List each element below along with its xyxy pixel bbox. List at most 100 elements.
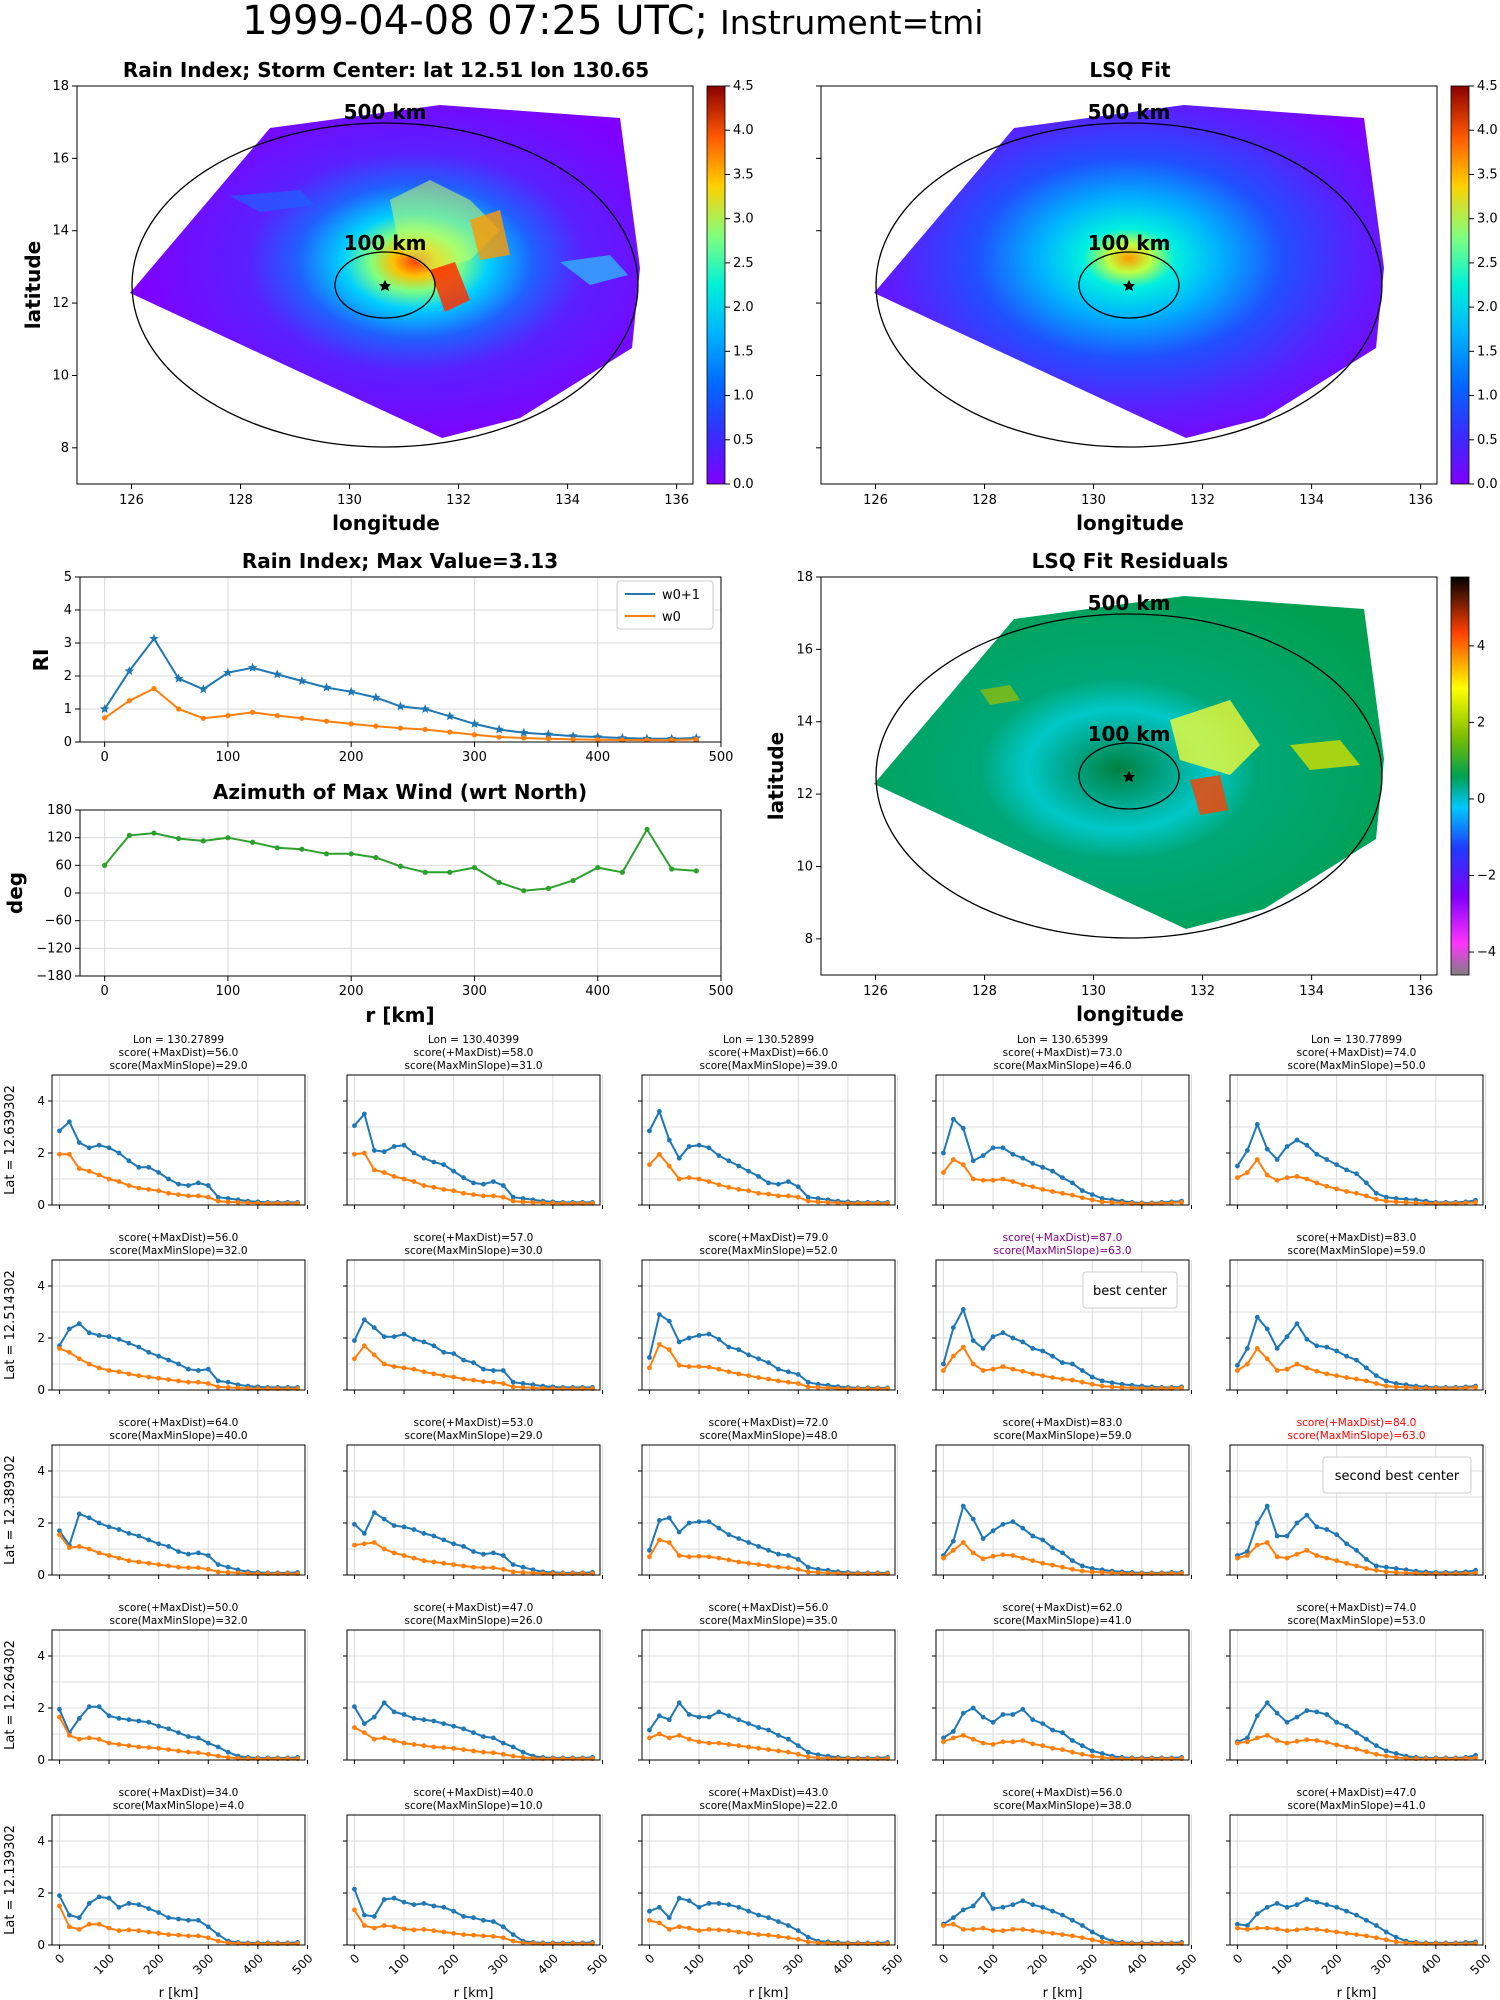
data-point: [1129, 1385, 1135, 1391]
data-point: [1344, 1723, 1349, 1729]
data-point: [391, 1895, 397, 1901]
data-point: [686, 1144, 692, 1149]
x-tick-label: 100: [91, 1951, 117, 1977]
data-point: [1089, 1929, 1095, 1935]
data-point: [941, 1170, 946, 1175]
data-point: [766, 1547, 771, 1553]
data-point: [1473, 1570, 1478, 1576]
data-point: [686, 1520, 692, 1526]
data-point: [76, 1915, 82, 1921]
data-point: [1334, 1742, 1340, 1748]
data-point: [96, 1736, 102, 1742]
data-point: [166, 1747, 171, 1752]
x-tick-label: 126: [863, 493, 888, 508]
data-point: [323, 851, 330, 857]
data-point: [126, 1927, 132, 1933]
data-point: [451, 1562, 457, 1567]
data-point: [736, 1559, 742, 1565]
data-point: [1030, 1902, 1036, 1908]
data-point: [1050, 1930, 1055, 1936]
ring-500km-label: 500 km: [344, 100, 427, 124]
data-point: [1235, 1740, 1240, 1746]
data-point: [451, 1188, 457, 1194]
data-point: [726, 1557, 732, 1563]
colorbar-tick-label: 0.0: [1477, 477, 1498, 492]
data-point: [411, 1366, 417, 1372]
data-point: [1079, 1568, 1085, 1574]
data-point: [696, 1333, 702, 1338]
data-point: [785, 1565, 791, 1571]
data-point: [57, 1151, 62, 1157]
x-tick-label: 0: [101, 750, 109, 765]
data-point: [960, 1540, 966, 1545]
data-point: [76, 1736, 82, 1742]
y-tick-label: 0: [64, 886, 72, 901]
x-tick-label: 500: [585, 1951, 611, 1977]
data-point: [431, 1718, 437, 1724]
chart-rain-index: Rain Index; Max Value=3.13 0 100 200 300 400…: [29, 549, 733, 765]
legend-label-w0: w0: [662, 610, 681, 625]
grid-panel: score(+MaxDist)=57.0score(MaxMinSlope)=3…: [343, 1232, 603, 1394]
x-tick-label: 200: [1025, 1951, 1051, 1977]
data-point: [1364, 1749, 1369, 1755]
colorbar-tick-label: 1.0: [733, 389, 754, 404]
data-point: [1324, 1371, 1330, 1377]
data-point: [176, 1730, 181, 1736]
data-point: [471, 1748, 476, 1754]
panel-score-maxminslope: score(MaxMinSlope)=22.0: [699, 1800, 837, 1812]
data-point: [519, 727, 529, 737]
data-point: [756, 1174, 761, 1179]
data-point: [960, 1732, 966, 1738]
colorbar-tick-label: 2.5: [733, 256, 754, 271]
axes-background: [52, 1260, 305, 1390]
data-point: [481, 1366, 486, 1372]
data-point: [970, 1550, 976, 1556]
x-tick-label: 0: [101, 984, 109, 999]
data-point: [57, 1706, 62, 1712]
data-point: [1423, 1200, 1429, 1206]
data-point: [776, 1748, 781, 1754]
chart-x-label: r [km]: [365, 1003, 434, 1027]
data-point: [471, 1180, 476, 1186]
y-tick-label: 1: [64, 702, 72, 717]
data-point: [726, 1532, 732, 1538]
data-point: [126, 698, 132, 704]
data-point: [1324, 1344, 1330, 1350]
data-point: [156, 1375, 162, 1381]
grid-panel: Lon = 130.52899score(+MaxDist)=66.0score…: [638, 1034, 898, 1209]
data-point: [225, 1199, 231, 1205]
x-tick-label: 0: [347, 1951, 362, 1966]
data-point: [371, 1167, 377, 1173]
data-point: [1334, 1186, 1340, 1192]
data-point: [421, 1531, 427, 1536]
data-point: [696, 1714, 702, 1720]
data-point: [225, 1564, 231, 1570]
data-point: [795, 1566, 801, 1572]
data-point: [805, 1194, 811, 1200]
data-point: [490, 1750, 496, 1756]
data-point: [166, 1563, 171, 1569]
panel-score-maxdist: score(+MaxDist)=83.0: [1003, 1417, 1123, 1429]
data-point: [441, 1162, 447, 1168]
data-point: [776, 1732, 781, 1738]
data-point: [461, 1190, 466, 1196]
data-point: [136, 1373, 142, 1379]
data-point: [255, 1200, 261, 1206]
data-point: [1393, 1939, 1399, 1945]
data-point: [990, 1719, 996, 1725]
data-point: [500, 1381, 506, 1386]
axes-background: [936, 1630, 1189, 1760]
colorbar-tick-label: −4: [1477, 945, 1496, 960]
map-title: LSQ Fit Residuals: [1032, 549, 1229, 573]
data-point: [1244, 1361, 1250, 1367]
data-point: [666, 1347, 672, 1353]
data-point: [126, 1743, 132, 1749]
data-point: [1334, 1348, 1340, 1354]
data-point: [1364, 1566, 1369, 1571]
data-point: [1383, 1194, 1389, 1200]
data-point: [1010, 1553, 1016, 1558]
axes-frame: [79, 576, 722, 743]
data-point: [441, 1721, 447, 1726]
data-point: [1294, 1321, 1300, 1327]
data-point: [431, 1744, 437, 1750]
